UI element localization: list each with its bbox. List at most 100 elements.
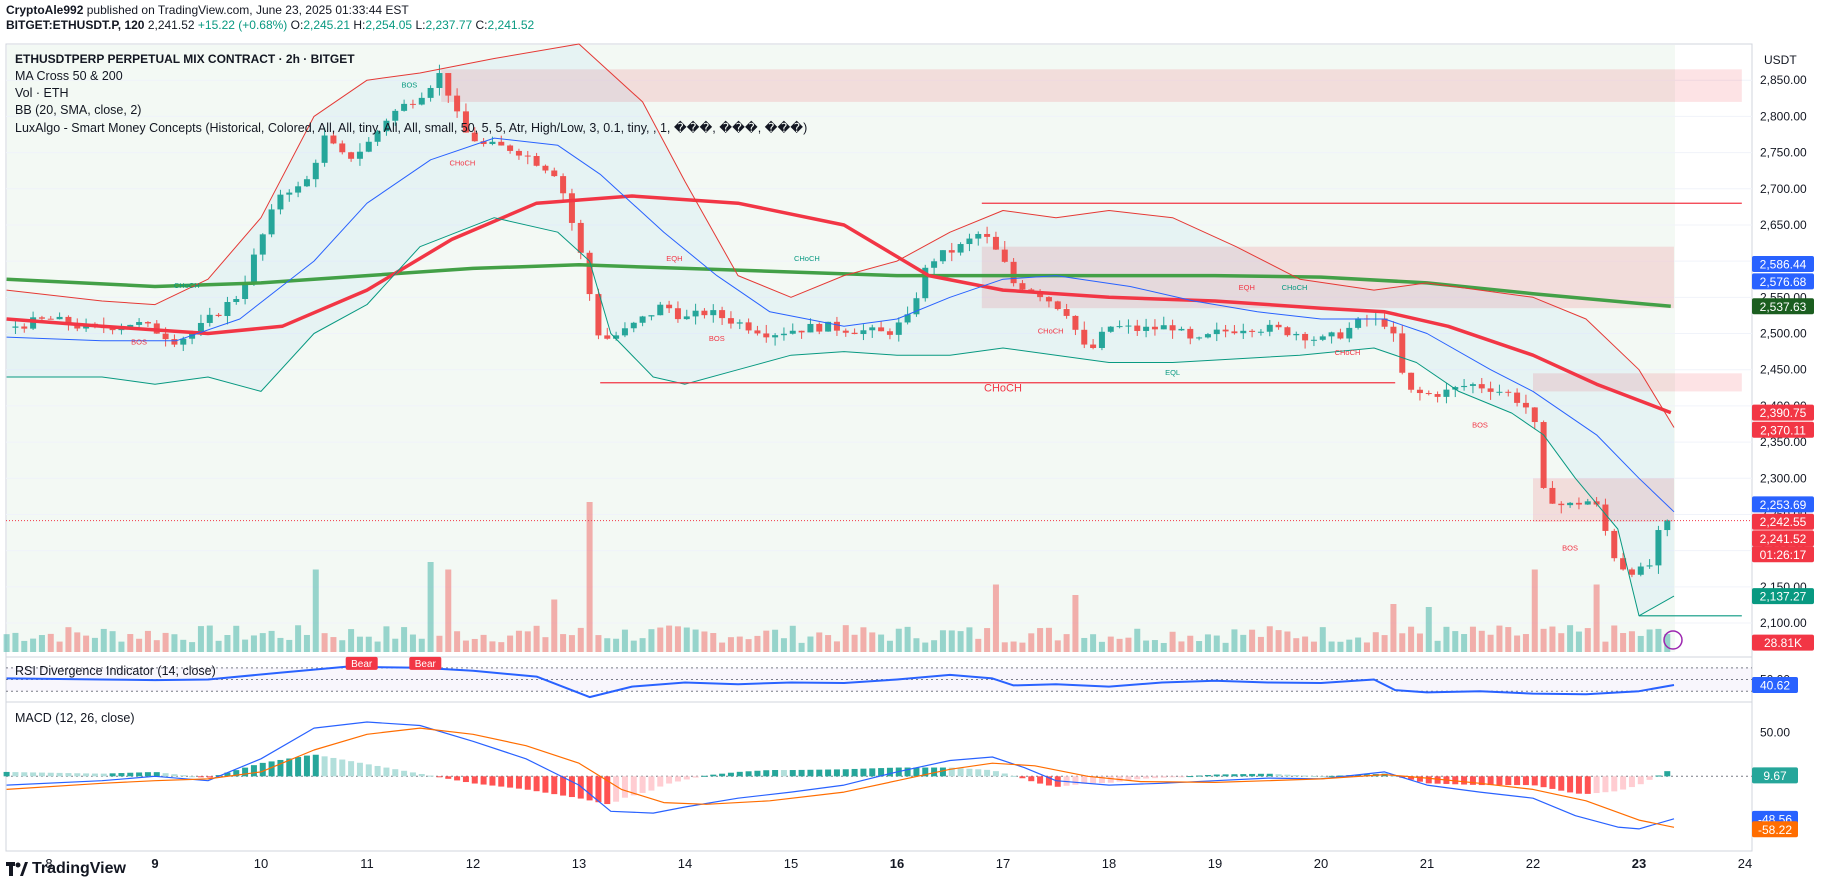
volume-bar — [727, 637, 734, 652]
candle-body — [383, 120, 390, 132]
currency-label[interactable]: USDT — [1764, 53, 1797, 67]
x-tick-label: 15 — [784, 856, 798, 871]
legend-macd[interactable]: MACD (12, 26, close) — [15, 711, 135, 725]
volume-bar — [348, 629, 355, 652]
candle-body — [1063, 309, 1070, 316]
macd-tag-label: -58.22 — [1758, 823, 1792, 837]
candle-body — [1151, 326, 1158, 330]
candle-body — [560, 176, 567, 194]
macd-tag-bg — [1752, 821, 1798, 838]
macd-histogram-bar — [957, 768, 964, 777]
volume-bar — [577, 627, 584, 652]
price-tag-bg — [1752, 530, 1814, 547]
macd-histogram-bar — [1584, 776, 1591, 794]
macd-histogram-bar — [1319, 776, 1326, 778]
macd-histogram-bar — [860, 768, 867, 777]
structure-label: CHoCH — [449, 159, 475, 168]
candle-body — [542, 165, 549, 171]
price-tag-label: 2,137.27 — [1760, 590, 1807, 604]
low-label: L: — [415, 18, 426, 32]
macd-histogram-bar — [886, 767, 893, 777]
candle-body — [922, 267, 929, 299]
candle-body — [577, 222, 584, 253]
publish-line: CryptoAle992 published on TradingView.co… — [6, 3, 409, 17]
volume-bar — [1151, 640, 1158, 652]
x-tick-label: 14 — [678, 856, 692, 871]
macd-histogram-bar — [197, 776, 204, 778]
candle-body — [568, 193, 575, 223]
bear-divergence-label: Bear — [351, 659, 373, 670]
volume-bar — [242, 639, 249, 652]
volume-bar — [1355, 637, 1362, 652]
candle-body — [1425, 393, 1432, 395]
volume-bar — [1363, 642, 1370, 652]
volume-bar — [1310, 641, 1317, 652]
candle-body — [1461, 385, 1468, 388]
candle-body — [392, 110, 399, 121]
volume-bar — [1319, 627, 1326, 652]
candle-body — [180, 338, 187, 345]
candle-body — [356, 151, 363, 159]
candle-body — [515, 150, 522, 156]
macd-histogram-bar — [630, 776, 637, 796]
macd-histogram-bar — [683, 776, 690, 780]
volume-bar — [1620, 633, 1627, 652]
macd-histogram-bar — [674, 776, 681, 782]
y-tick-label: 2,450.00 — [1760, 363, 1807, 377]
volume-bar — [780, 638, 787, 652]
candle-body — [1054, 301, 1061, 310]
candle-body — [1346, 327, 1353, 339]
candle-body — [56, 316, 63, 320]
volume-bar — [330, 637, 337, 652]
macd-histogram-bar — [666, 776, 673, 784]
volume-bar — [1143, 640, 1150, 652]
candle-body — [710, 310, 717, 316]
legend-bollinger[interactable]: BB (20, SMA, close, 2) — [15, 103, 142, 117]
candle-body — [1540, 422, 1547, 488]
volume-bar — [1637, 635, 1644, 652]
candle-body — [1496, 391, 1503, 393]
volume-bar — [1390, 604, 1397, 652]
volume-bar — [1098, 641, 1105, 652]
macd-histogram-bar — [1240, 774, 1247, 777]
legend-ma-cross[interactable]: MA Cross 50 & 200 — [15, 69, 123, 83]
candle-body — [436, 73, 443, 88]
volume-bar — [710, 633, 717, 652]
macd-histogram-bar — [727, 772, 734, 777]
macd-histogram-bar — [259, 762, 266, 777]
volume-bar — [1575, 631, 1582, 652]
volume-bar — [365, 636, 372, 652]
price-tag-bg — [1752, 421, 1814, 438]
candle-body — [1196, 337, 1203, 339]
macd-histogram-bar — [1611, 776, 1618, 792]
macd-histogram-bar — [1355, 774, 1362, 777]
volume-bar — [480, 634, 487, 652]
candle-body — [242, 283, 249, 299]
macd-histogram-bar — [1037, 776, 1044, 784]
candle-body — [1443, 389, 1450, 397]
volume-bar — [825, 635, 832, 652]
macd-histogram-bar — [1302, 775, 1309, 777]
candle-body — [480, 141, 487, 145]
candle-body — [551, 170, 558, 177]
macd-histogram-bar — [1249, 773, 1256, 777]
price-change: +15.22 (+0.68%) — [197, 18, 288, 32]
candle-body — [171, 339, 178, 345]
legend-volume[interactable]: Vol · ETH — [15, 86, 69, 100]
volume-bar — [1275, 630, 1282, 652]
candle-body — [780, 333, 787, 336]
legend-rsi[interactable]: RSI Divergence Indicator (14, close) — [15, 664, 216, 678]
legend-smc[interactable]: LuxAlgo - Smart Money Concepts (Historic… — [15, 121, 808, 135]
y-tick-label: 2,100.00 — [1760, 616, 1807, 630]
candle-body — [975, 233, 982, 239]
macd-histogram-bar — [250, 765, 257, 777]
bollinger-upper-line — [6, 43, 1675, 428]
candle-body — [1452, 387, 1459, 390]
volume-bar — [1408, 626, 1415, 652]
candle-body — [286, 192, 293, 195]
candle-body — [303, 179, 310, 187]
tradingview-logo[interactable]: TradingView — [6, 860, 126, 878]
candle-body — [1478, 384, 1485, 389]
author-name[interactable]: CryptoAle992 — [6, 3, 84, 17]
